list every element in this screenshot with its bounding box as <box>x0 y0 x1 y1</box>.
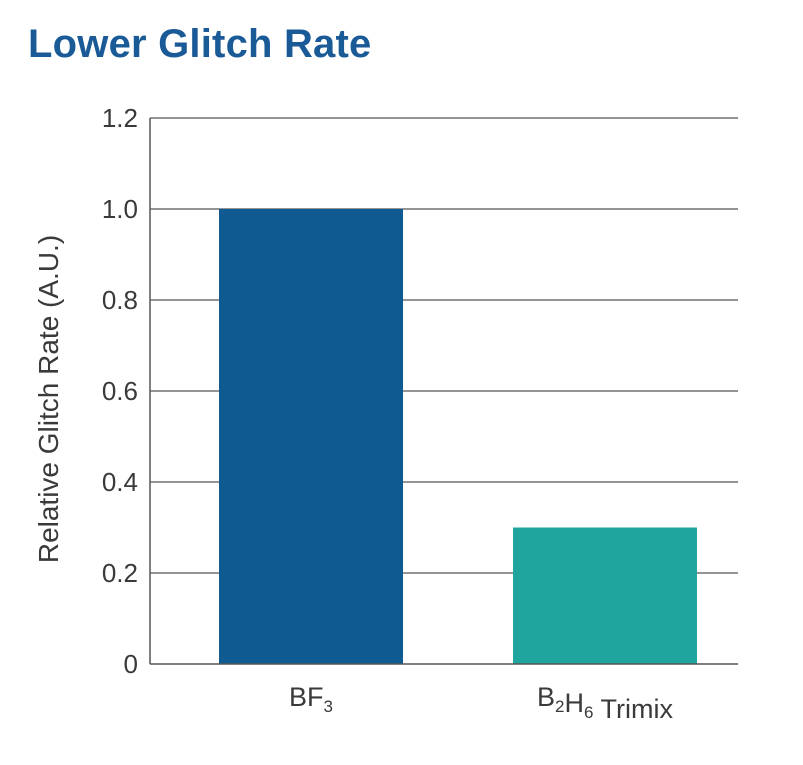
y-tick-label: 0.4 <box>102 467 138 497</box>
bar-0 <box>219 209 403 664</box>
x-category-labels: BF3 B2H6 Trimix <box>289 682 673 724</box>
y-tick-label: 0.6 <box>102 376 138 406</box>
y-tick-label: 0.2 <box>102 558 138 588</box>
bars <box>219 209 697 664</box>
x-category-label: BF3 <box>289 682 333 716</box>
y-axis-title: Relative Glitch Rate (A.U.) <box>33 235 64 563</box>
y-tick-label: 1.2 <box>102 103 138 133</box>
chart-title: Lower Glitch Rate <box>28 22 372 66</box>
axes <box>149 118 738 665</box>
y-tick-label: 0 <box>124 649 138 679</box>
y-tick-labels: 0 0.2 0.4 0.6 0.8 1.0 1.2 <box>102 103 138 679</box>
x-category-label: B2H6 Trimix <box>537 682 673 724</box>
y-tick-label: 1.0 <box>102 194 138 224</box>
y-tick-label: 0.8 <box>102 285 138 315</box>
bar-1 <box>513 527 697 664</box>
